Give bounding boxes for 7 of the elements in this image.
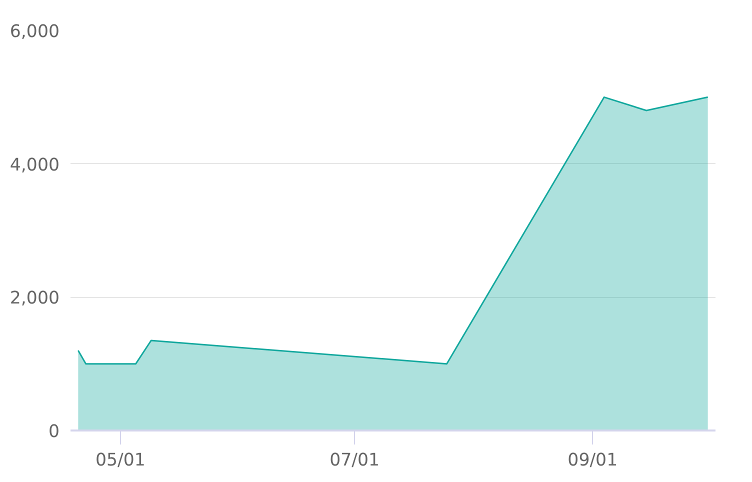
x-tick-label: 09/01 [568, 450, 618, 470]
x-tick-label: 05/01 [95, 450, 146, 470]
y-tick-label: 0 [48, 422, 60, 442]
y-tick-label: 4,000 [10, 155, 60, 176]
y-tick-label: 6,000 [10, 22, 60, 42]
x-tick-label: 07/01 [330, 450, 380, 470]
y-tick-label: 2,000 [10, 288, 60, 309]
